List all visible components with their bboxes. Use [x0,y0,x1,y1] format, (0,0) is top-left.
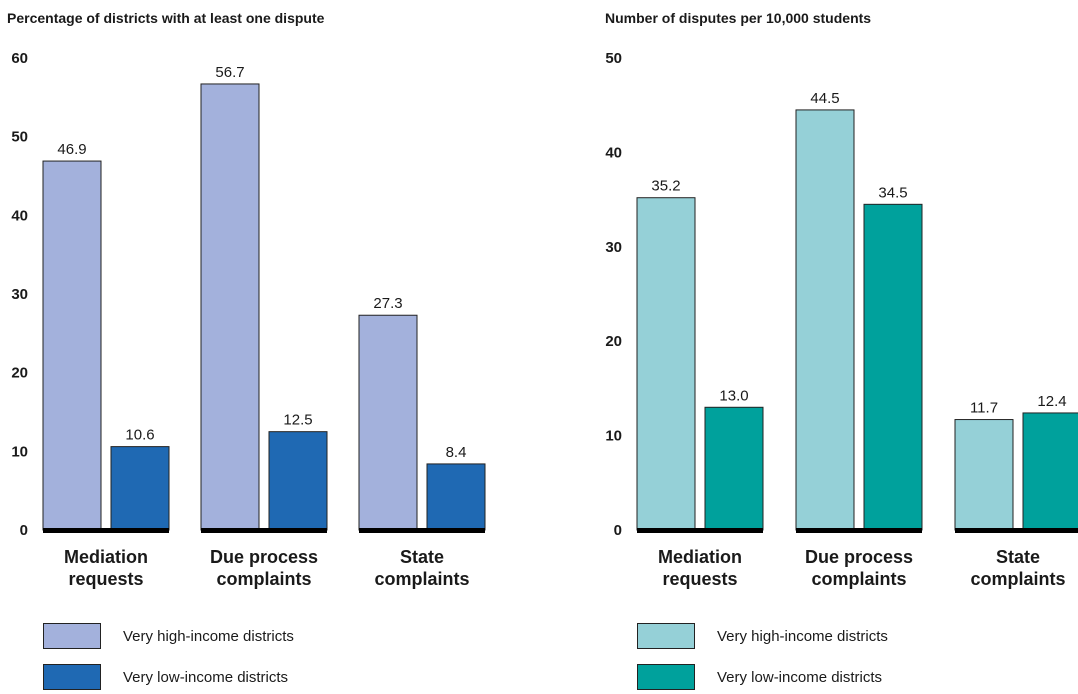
bar-chart-svg: 0 10 20 30 40 50 35.2 13.0 Mediation requests 44.5… [605,50,1078,589]
x-category-label: State complaints [970,547,1065,589]
baseline-axis [637,528,763,533]
bar-value-label: 27.3 [373,295,402,312]
legend-label: Very low-income districts [123,668,289,686]
bar-value-label: 13.0 [719,387,748,404]
bar-value-label: 10.6 [125,427,154,444]
bar-value-label: 35.2 [651,178,680,195]
y-tick-label: 10 [11,443,28,460]
y-tick-label: 10 [605,428,622,445]
legend-item-low-income: Very low-income districts [637,663,882,691]
bar [268,431,328,531]
legend-label: Very low-income districts [717,668,883,686]
bar-value-label: 11.7 [970,400,998,417]
bar [42,160,102,531]
bar-value-label: 46.9 [57,141,86,158]
bar [636,197,696,531]
baseline-axis [43,528,169,533]
bar [954,419,1014,531]
bar-value-label: 34.5 [878,184,907,201]
legend-label: Very high-income districts [123,627,294,645]
x-category-label: Mediation requests [658,547,742,589]
y-tick-label: 0 [20,522,28,539]
bar-value-label: 12.5 [283,412,312,429]
bar-value-label: 44.5 [810,90,839,107]
y-tick-label: 20 [11,365,28,382]
bar [795,109,855,531]
bar [704,406,764,531]
bar-value-label: 8.4 [446,444,467,461]
baseline-axis [955,528,1078,533]
y-tick-label: 20 [605,333,622,350]
bar [358,314,418,531]
chart-title: Number of disputes per 10,000 students [605,10,872,26]
bar-value-label: 12.4 [1037,393,1066,410]
y-tick-label: 0 [614,522,622,539]
baseline-axis [359,528,485,533]
legend-swatch [637,664,695,690]
bar [863,203,923,531]
bar [200,83,260,531]
legend-swatch [43,623,101,649]
legend-swatch [637,623,695,649]
y-tick-label: 50 [605,50,622,67]
legend-item-low-income: Very low-income districts [43,663,288,691]
y-tick-label: 30 [605,239,622,256]
chart-title: Percentage of districts with at least on… [7,10,325,26]
x-category-label: State complaints [374,547,469,589]
bar [426,463,486,531]
legend-item-high-income: Very high-income districts [43,622,294,650]
baseline-axis [201,528,327,533]
bar-value-label: 56.7 [215,64,244,81]
x-category-label: Due process complaints [805,547,913,589]
x-category-label: Due process complaints [210,547,318,589]
y-tick-label: 40 [11,207,28,224]
baseline-axis [796,528,922,533]
chart-panel-right: Number of disputes per 10,000 students 0… [539,0,1078,694]
y-tick-label: 30 [11,286,28,303]
legend-item-high-income: Very high-income districts [637,622,888,650]
y-tick-label: 40 [605,144,622,161]
chart-panel-left: Percentage of districts with at least on… [7,10,486,691]
bar [110,446,170,531]
legend-swatch [43,664,101,690]
bar-chart-svg: 0 10 20 30 40 50 60 46.9 10.6 Mediation requests 56… [11,50,486,589]
y-tick-label: 50 [11,129,28,146]
legend-label: Very high-income districts [717,627,888,645]
x-category-label: Mediation requests [64,547,148,589]
y-tick-label: 60 [11,50,28,67]
bar [1022,412,1078,531]
